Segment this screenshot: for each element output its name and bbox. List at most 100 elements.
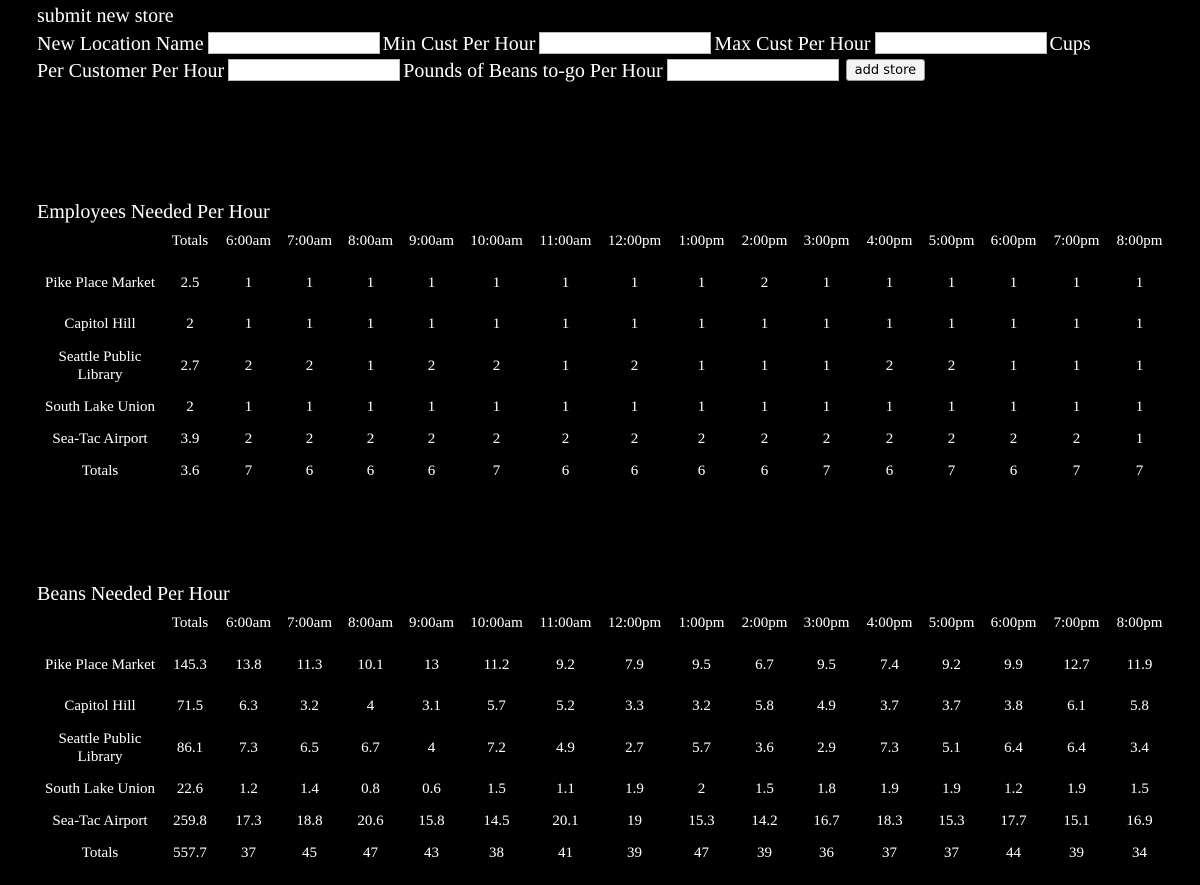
employees-col-header: 6:00pm <box>990 232 1037 249</box>
employees-table-row: Totals 3.6 7 6 6 6 7 6 6 6 6 7 6 7 6 7 7 <box>38 455 1171 487</box>
employees-cell: 2 <box>186 399 194 415</box>
beans-cell: 3.7 <box>942 698 961 714</box>
new-store-form: submit new store New Location Name Min Cu… <box>37 3 1187 84</box>
beans-cell: 3.3 <box>625 698 644 714</box>
beans-row-label: Pike Place Market <box>45 656 155 673</box>
employees-cell: 2 <box>947 357 956 374</box>
cups-label-end: Per Customer Per Hour <box>37 59 225 82</box>
beans-row-label: Seattle Public Library <box>58 730 142 765</box>
location-name-input[interactable] <box>207 32 380 55</box>
employees-cell: 7 <box>1135 463 1144 479</box>
employees-col-header: 7:00pm <box>1053 232 1100 249</box>
employees-table-row: South Lake Union 2 1 1 1 1 1 1 1 1 1 1 1 1 1 1 1 <box>38 391 1171 423</box>
beans-cell: 6.4 <box>1067 739 1086 756</box>
employees-cell: 2 <box>885 431 894 447</box>
employees-cell: 1 <box>885 316 894 332</box>
beans-cell: 1.1 <box>556 781 575 797</box>
beans-cell: 4.9 <box>817 698 836 714</box>
beans-cell: 7.3 <box>880 739 899 756</box>
beans-col-header: Totals <box>171 614 209 631</box>
beans-cell: 145.3 <box>173 656 207 673</box>
employees-cell: 1 <box>305 399 314 415</box>
max-cust-input[interactable] <box>874 32 1047 55</box>
employees-cell: 2 <box>427 431 436 447</box>
beans-cell: 4 <box>366 698 375 714</box>
employees-cell: 1 <box>244 274 253 291</box>
beans-cell: 18.3 <box>876 813 903 829</box>
beans-cell: 14.2 <box>751 813 778 829</box>
beans-table-row: Capitol Hill 71.5 6.3 3.2 4 3.1 5.7 5.2 3.3 3.2 5.… <box>38 690 1171 722</box>
employees-cell: 1 <box>561 357 570 374</box>
employees-cell: 1 <box>885 274 894 291</box>
beans-col-header: 11:00am <box>539 614 592 631</box>
employees-cell: 2 <box>244 357 253 374</box>
employees-title: Employees Needed Per Hour <box>37 201 270 223</box>
employees-cell: 1 <box>244 399 253 415</box>
employees-col-header: 6:00am <box>226 232 271 249</box>
employees-cell: 1 <box>1072 316 1081 332</box>
employees-cell: 1 <box>366 316 375 332</box>
form-line-2: Per Customer Per Hour Pounds of Beans to-… <box>37 57 1187 84</box>
beans-cell: 3.2 <box>692 698 711 714</box>
employees-cell: 1 <box>244 316 253 332</box>
beans-cell: 4 <box>427 739 436 756</box>
employees-cell: 1 <box>697 399 706 415</box>
employees-cell: 1 <box>561 399 570 415</box>
beans-cell: 39 <box>1069 845 1084 861</box>
beans-cell: 1.8 <box>817 781 836 797</box>
employees-cell: 2 <box>427 357 436 374</box>
employees-col-header: 9:00am <box>409 232 454 249</box>
beans-cell: 5.8 <box>1130 698 1149 714</box>
employees-cell: 3.6 <box>180 463 200 479</box>
beans-cell: 2.9 <box>817 739 836 756</box>
employees-cell: 6 <box>427 463 436 479</box>
employees-row-label: South Lake Union <box>45 399 155 415</box>
employees-cell: 2 <box>630 431 639 447</box>
employees-cell: 1 <box>1072 399 1081 415</box>
beans-cell: 16.7 <box>813 813 840 829</box>
beans-cell: 557.7 <box>173 845 207 861</box>
employees-col-header: 8:00am <box>348 232 393 249</box>
beans-cell: 22.6 <box>176 781 204 797</box>
employees-cell: 7 <box>1072 463 1081 479</box>
beans-cell: 15.3 <box>688 813 715 829</box>
beans-cell: 39 <box>757 845 772 861</box>
employees-cell: 2 <box>1072 431 1081 447</box>
form-title: submit new store <box>37 5 174 27</box>
beans-cell: 12.7 <box>1063 656 1090 673</box>
employees-cell: 2 <box>760 431 769 447</box>
beans-cell: 6.5 <box>300 739 319 756</box>
beans-cell: 36 <box>819 845 834 861</box>
employees-cell: 6 <box>366 463 375 479</box>
beans-col-header: 12:00pm <box>607 614 662 631</box>
beans-cell: 2.7 <box>625 739 644 756</box>
employees-cell: 1 <box>760 399 769 415</box>
employees-cell: 2 <box>305 357 314 374</box>
beans-cell: 1.2 <box>239 781 258 797</box>
beans-cell: 71.5 <box>176 698 204 714</box>
employees-cell: 1 <box>492 274 501 291</box>
employees-cell: 1 <box>1009 357 1018 374</box>
employees-row-label: Seattle Public Library <box>58 348 142 383</box>
beans-row-label: Totals <box>81 845 119 861</box>
employees-cell: 2 <box>492 431 501 447</box>
employees-col-header: 12:00pm <box>607 232 662 249</box>
employees-cell: 6 <box>561 463 570 479</box>
beans-cell: 7.3 <box>239 739 258 756</box>
beans-cell: 1.2 <box>1004 781 1023 797</box>
beans-col-header: 4:00pm <box>866 614 913 631</box>
employees-table-row: Capitol Hill 2 1 1 1 1 1 1 1 1 1 1 1 1 1 1 1 <box>38 308 1171 340</box>
employees-cell: 6 <box>305 463 314 479</box>
add-store-button[interactable]: add store <box>845 59 926 82</box>
beans-cell: 0.8 <box>361 781 380 797</box>
employees-cell: 1 <box>561 274 570 291</box>
employees-col-header <box>38 225 162 257</box>
beans-input[interactable] <box>666 59 839 82</box>
cups-input[interactable] <box>228 59 401 82</box>
min-cust-input[interactable] <box>539 32 712 55</box>
employees-table-row: Pike Place Market 2.5 1 1 1 1 1 1 1 1 2 1 1 1 1 1 1 <box>38 257 1171 308</box>
employees-cell: 1 <box>305 316 314 332</box>
beans-cell: 7.4 <box>880 656 899 673</box>
beans-cell: 3.2 <box>300 698 319 714</box>
